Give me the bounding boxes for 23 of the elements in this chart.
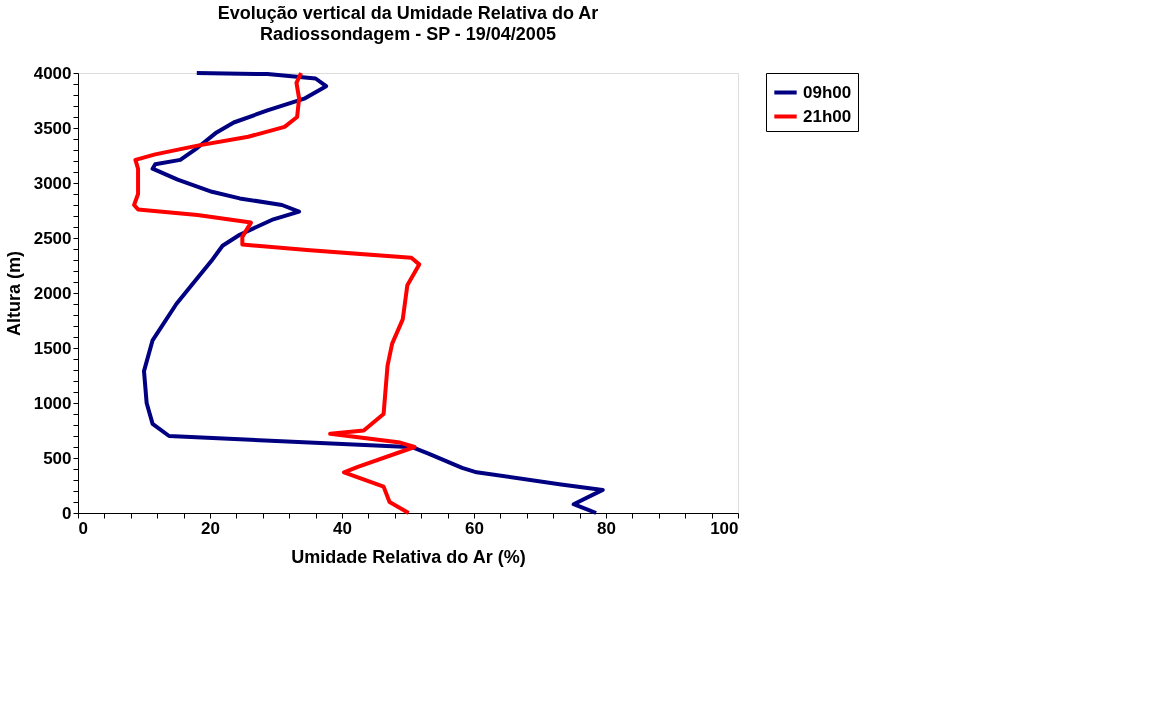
x-tick-label: 60 xyxy=(465,518,484,538)
legend-label: 21h00 xyxy=(803,106,852,126)
x-tick-label: 100 xyxy=(710,518,739,538)
y-tick-label: 3500 xyxy=(33,118,72,138)
y-tick-label: 4000 xyxy=(33,63,72,83)
chart-title: Evolução vertical da Umidade Relativa do Ar xyxy=(217,3,599,23)
y-axis-title: Altura (m) xyxy=(3,251,24,336)
y-tick-label: 0 xyxy=(62,503,72,523)
chart-subtitle: Radiossondagem - SP - 19/04/2005 xyxy=(260,24,556,44)
line-series xyxy=(142,71,605,515)
y-tick-label: 1000 xyxy=(33,393,72,413)
y-tick-label: 3000 xyxy=(33,173,72,193)
y-tick-label: 2500 xyxy=(33,228,72,248)
x-tick-label: 0 xyxy=(78,518,88,538)
y-tick-label: 500 xyxy=(43,448,72,468)
line-series xyxy=(132,71,422,515)
x-tick-label: 20 xyxy=(201,518,220,538)
legend-label: 09h00 xyxy=(803,82,852,102)
y-tick-label: 2000 xyxy=(33,283,72,303)
x-tick-label: 80 xyxy=(597,518,616,538)
y-tick-label: 1500 xyxy=(33,338,72,358)
x-axis-title: Umidade Relativa do Ar (%) xyxy=(291,546,526,567)
x-tick-label: 40 xyxy=(333,518,352,538)
